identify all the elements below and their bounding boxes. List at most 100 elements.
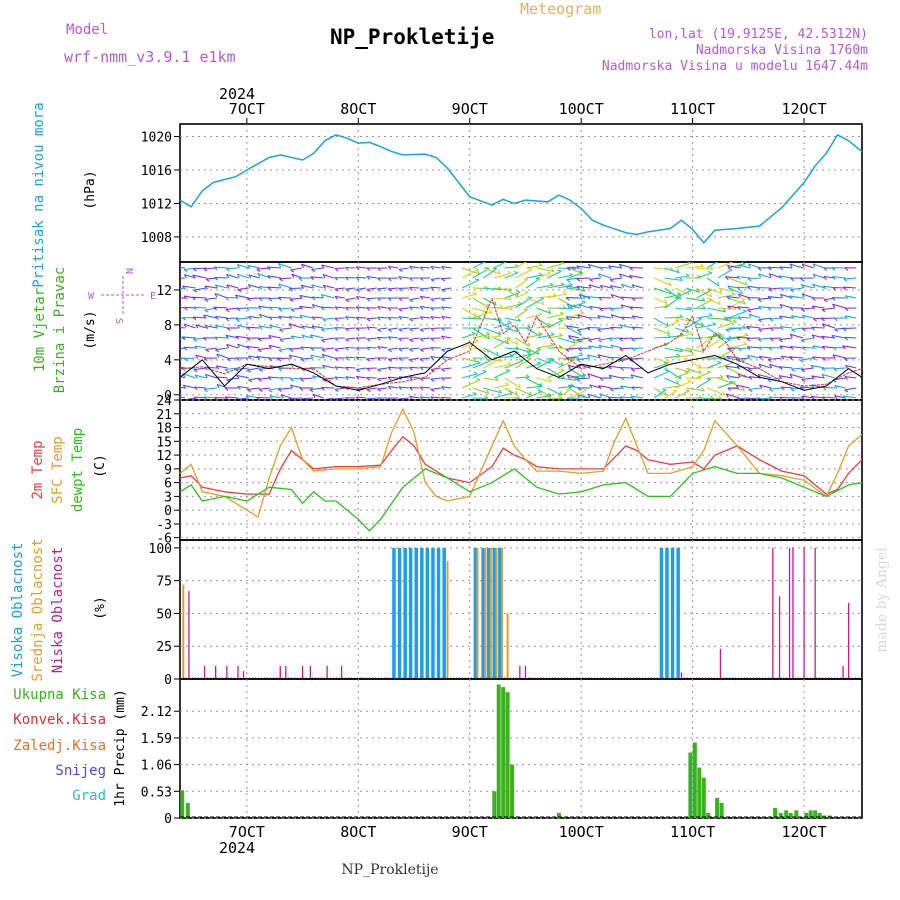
wind-barb	[767, 357, 782, 361]
wind-barb-tick	[398, 268, 403, 272]
wind-barb	[631, 337, 644, 340]
wind-barb	[629, 357, 644, 361]
wind-barb-tick	[811, 375, 815, 380]
wind-barb-tick	[430, 278, 435, 282]
wind-barb-tick	[631, 284, 635, 289]
wind-barb	[472, 360, 491, 369]
wind-barb-tick	[722, 355, 727, 359]
wind-barb-tick	[310, 276, 314, 281]
wind-barb	[493, 297, 512, 301]
wind-barb-tick	[844, 336, 848, 341]
wind-barb	[726, 296, 740, 299]
wind-barb	[726, 393, 740, 399]
wind-barb-tick	[801, 395, 805, 400]
precip-bar	[804, 813, 809, 818]
wind-barb	[504, 303, 522, 309]
wind-barb-tick	[355, 356, 360, 361]
wind-barb-tick	[562, 374, 565, 379]
wind-barb-tick	[441, 316, 445, 320]
wind-barb	[576, 265, 590, 269]
wind-barb-tick	[193, 306, 197, 311]
wind-barb-tick	[505, 382, 510, 386]
wind-barb	[226, 273, 239, 279]
wind-barb-tick	[256, 268, 261, 272]
wind-barb	[577, 394, 591, 399]
top-year-label: 2024	[219, 85, 255, 103]
wind-barb	[267, 266, 281, 269]
wind-barb	[630, 374, 644, 379]
wind-barb	[515, 353, 531, 359]
wind-barb	[493, 363, 512, 369]
wind-barb-tick	[299, 306, 303, 310]
wind-barb-tick	[258, 297, 263, 302]
wind-barb	[547, 367, 565, 380]
wind-barb	[248, 315, 260, 319]
wind-barb-tick	[473, 358, 477, 362]
wind-barb-tick	[366, 358, 371, 362]
wind-barb	[707, 362, 722, 369]
wind-barb-tick	[507, 323, 510, 328]
wind-barb	[235, 294, 250, 299]
wind-barbs	[180, 262, 857, 408]
wind-barb	[525, 278, 541, 289]
wind-barb-tick	[789, 307, 794, 311]
wind-barb	[619, 273, 633, 279]
wind-barb	[356, 396, 367, 399]
wind-barb-tick	[387, 358, 392, 362]
wind-barb-tick	[321, 348, 326, 353]
wind-barb	[420, 396, 431, 399]
wind-barb-tick	[813, 318, 817, 322]
wind-barb	[180, 267, 186, 269]
wind-barb-tick	[731, 402, 733, 406]
wind-barb	[728, 343, 747, 349]
wind-barb-tick	[744, 404, 745, 408]
precip-bar	[813, 810, 818, 818]
wind-barb-tick	[620, 367, 624, 371]
wind-barb-tick	[560, 262, 565, 264]
wind-barb	[608, 374, 623, 379]
wind-barb	[779, 266, 793, 269]
wind-barb-tick	[844, 376, 848, 380]
wind-barb-tick	[299, 387, 304, 391]
precip-bar	[505, 692, 510, 818]
wind-barb-tick	[387, 307, 392, 311]
wind-barb	[789, 356, 804, 359]
wind-barb-tick	[746, 346, 751, 350]
wind-barb-tick	[736, 276, 741, 280]
bottom-year-label: 2024	[219, 839, 255, 857]
wind-barb-tick	[194, 374, 199, 379]
wind-barb-tick	[508, 296, 512, 300]
wind-barb-tick	[245, 395, 250, 400]
y-tick-label: 2.12	[141, 705, 172, 720]
wind-barb	[310, 276, 324, 279]
wind-barb	[461, 373, 478, 379]
wind-barb-tick	[619, 324, 623, 329]
wind-barb-tick	[700, 322, 704, 327]
wind-barb-tick	[832, 287, 837, 291]
low-cloud-bar	[842, 665, 844, 679]
wind-barb	[278, 307, 292, 310]
wind-barb	[737, 365, 750, 369]
wind-barb-tick	[587, 373, 591, 378]
wind-barb	[547, 357, 564, 367]
precip-bar	[817, 813, 822, 818]
wind-barb-tick	[366, 346, 371, 351]
wind-barb	[461, 333, 476, 339]
wind-barb	[204, 387, 218, 390]
wind-barb	[515, 347, 531, 353]
wind-barb-tick	[747, 309, 752, 313]
wind-barb	[301, 325, 313, 329]
wind-barb-tick	[277, 296, 282, 301]
wind-barb-tick	[345, 316, 349, 321]
wind-barb	[845, 364, 857, 369]
wind-barb-tick	[195, 324, 199, 329]
wind-barb	[779, 315, 793, 319]
wind-barb-tick	[548, 309, 552, 314]
wind-barb-tick	[334, 348, 339, 352]
precip-bar	[701, 777, 706, 818]
wind-barb-tick	[821, 309, 826, 313]
wind-barb-tick	[559, 311, 565, 315]
wind-barb	[576, 277, 590, 280]
wind-barb-tick	[629, 275, 633, 279]
wind-barb-tick	[579, 310, 584, 314]
